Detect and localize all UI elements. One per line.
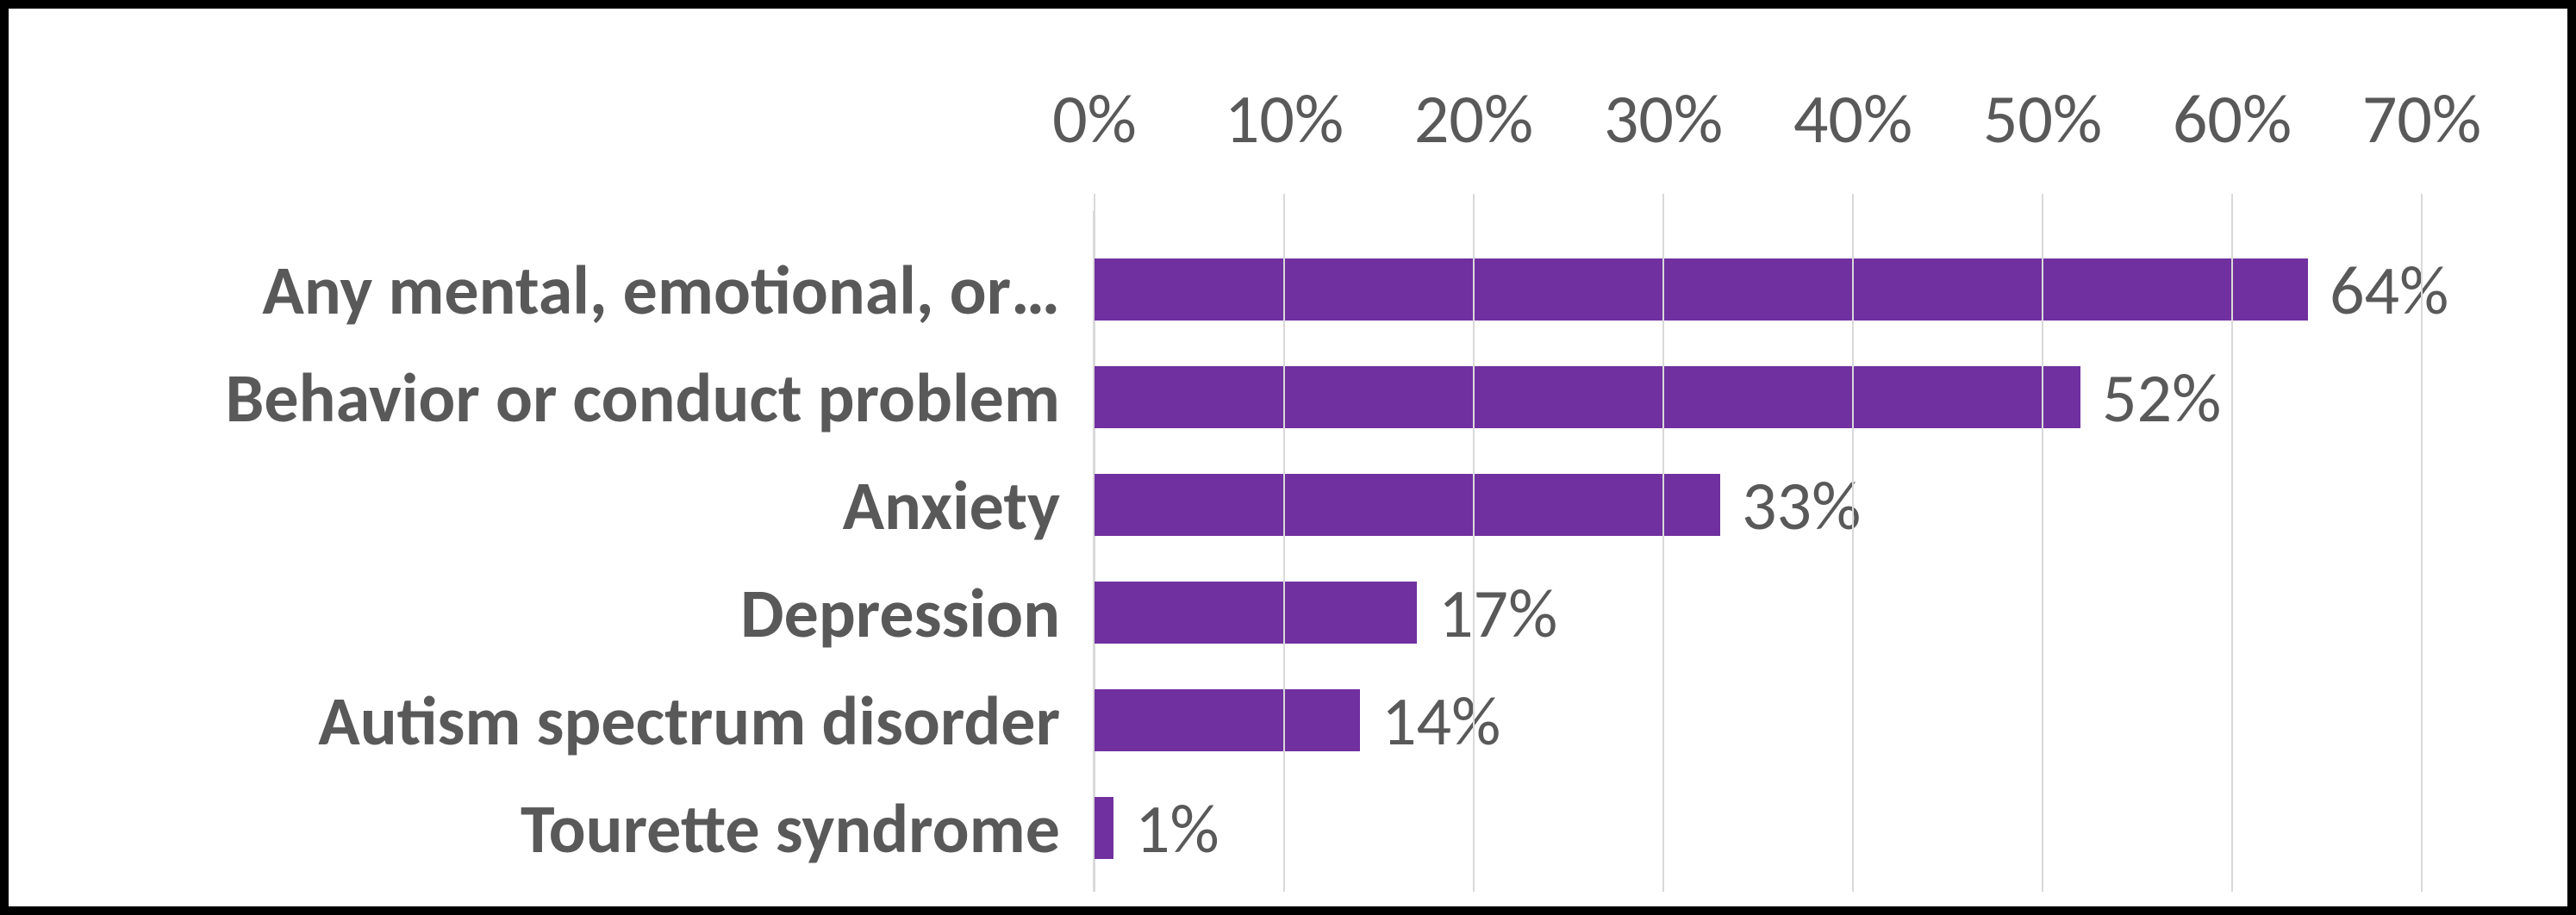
category-label: Depression [740, 560, 1060, 668]
category-label: Any mental, emotional, or… [262, 237, 1060, 345]
x-tick-mark [2042, 194, 2043, 211]
x-tick-label: 20% [1414, 78, 1533, 161]
x-tick-label: 70% [2362, 78, 2481, 161]
gridline [2042, 211, 2043, 892]
x-tick-label: 10% [1225, 78, 1344, 161]
x-tick-mark [1662, 194, 1664, 211]
x-tick-mark [1283, 194, 1285, 211]
x-tick-mark [1473, 194, 1475, 211]
bar [1095, 689, 1360, 751]
gridline [1473, 211, 1475, 892]
gridline [1662, 211, 1664, 892]
bar-row: Anxiety33% [1095, 452, 2422, 560]
value-label: 1% [1135, 775, 1219, 883]
value-label: 17% [1438, 560, 1557, 668]
value-label: 33% [1742, 452, 1861, 560]
category-label: Tourette syndrome [521, 775, 1060, 883]
bar-row: Any mental, emotional, or…64% [1095, 237, 2422, 345]
bar [1095, 797, 1113, 859]
x-tick-mark [1852, 194, 1854, 211]
category-label: Behavior or conduct problem [226, 345, 1060, 452]
x-tick-mark [2231, 194, 2233, 211]
gridline [1852, 211, 1854, 892]
category-label: Anxiety [843, 452, 1060, 560]
chart-area: 0% 10% 20% 30% 40% 50% 60% 70% Any mental, emot… [43, 43, 2533, 872]
plot-area: 0%10%20%30%40%50%60%70% Any mental, emot… [1095, 237, 2422, 883]
gridline [2421, 211, 2423, 892]
x-tick-label: 50% [1983, 78, 2102, 161]
x-tick-label: 40% [1793, 78, 1912, 161]
x-tick-mark [2421, 194, 2423, 211]
x-tick-mark [1094, 194, 1095, 211]
value-label: 64% [2330, 237, 2448, 345]
bar [1095, 474, 1720, 536]
chart-frame: 0% 10% 20% 30% 40% 50% 60% 70% Any mental, emot… [0, 0, 2576, 915]
x-tick-label: 60% [2173, 78, 2292, 161]
value-label: 52% [2102, 345, 2221, 452]
bar-row: Behavior or conduct problem52% [1095, 345, 2422, 452]
gridline [1283, 211, 1285, 892]
bar [1095, 582, 1417, 644]
value-label: 14% [1382, 668, 1500, 775]
category-label: Autism spectrum disorder [318, 668, 1060, 775]
x-tick-label: 0% [1052, 78, 1137, 161]
bar [1095, 258, 2308, 321]
bar-row: Depression17% [1095, 560, 2422, 668]
bar-row: Autism spectrum disorder14% [1095, 668, 2422, 775]
x-tick-label: 30% [1604, 78, 1723, 161]
bar [1095, 366, 2080, 428]
bar-row: Tourette syndrome1% [1095, 775, 2422, 883]
gridline [2231, 211, 2233, 892]
